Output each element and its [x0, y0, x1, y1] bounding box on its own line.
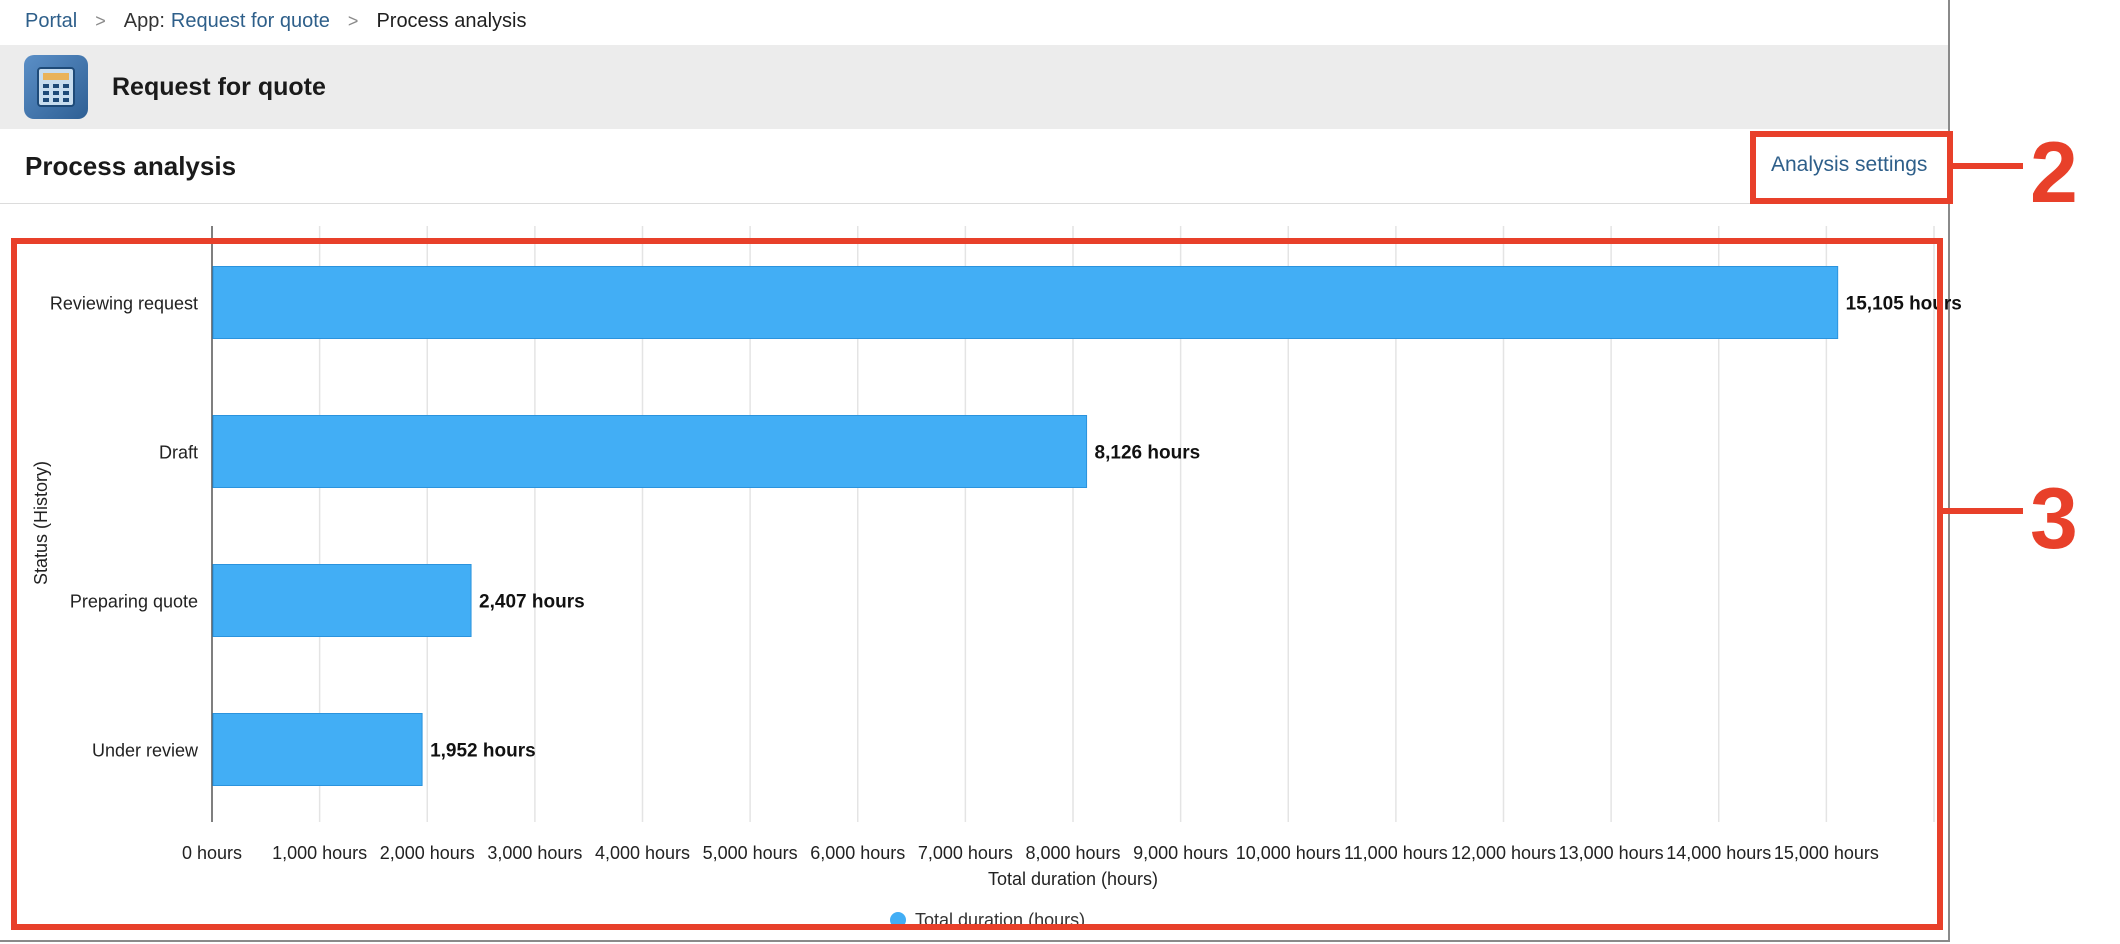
- breadcrumb: Portal > App: Request for quote > Proces…: [25, 0, 527, 42]
- callout-line-settings: [1953, 163, 2023, 169]
- bar[interactable]: [212, 415, 1088, 488]
- bar-value-label: 1,952 hours: [430, 741, 536, 762]
- x-tick-label: 7,000 hours: [918, 843, 1013, 863]
- calculator-icon: [24, 55, 88, 119]
- callout-number-settings: 2: [2030, 125, 2078, 221]
- x-tick-label: 12,000 hours: [1451, 843, 1556, 863]
- callout-number-chart: 3: [2030, 471, 2078, 567]
- x-tick-label: 14,000 hours: [1666, 843, 1771, 863]
- bar[interactable]: [212, 266, 1839, 339]
- breadcrumb-portal-link[interactable]: Portal: [25, 9, 78, 32]
- x-tick-label: 5,000 hours: [703, 843, 798, 863]
- bar-value-label: 8,126 hours: [1095, 443, 1201, 464]
- x-tick-label: 3,000 hours: [487, 843, 582, 863]
- bar-value-label: 15,105 hours: [1846, 294, 1962, 315]
- bar-value-label: 2,407 hours: [479, 592, 585, 613]
- bar[interactable]: [212, 713, 423, 786]
- x-tick-label: 0 hours: [182, 843, 242, 863]
- bars: [212, 266, 1839, 786]
- x-tick-label: 8,000 hours: [1025, 843, 1120, 863]
- x-tick-label: 11,000 hours: [1344, 843, 1448, 863]
- x-tick-label: 9,000 hours: [1133, 843, 1228, 863]
- category-label: Reviewing request: [50, 294, 198, 314]
- x-tick-labels: 0 hours 1,000 hours 2,000 hours 3,000 hours…: [182, 843, 1879, 863]
- breadcrumb-current: Process analysis: [376, 9, 527, 32]
- breadcrumb-app-link[interactable]: Request for quote: [170, 9, 330, 32]
- page-title: Process analysis: [25, 151, 237, 181]
- x-tick-label: 10,000 hours: [1236, 843, 1341, 863]
- callout-box-chart: [11, 238, 1943, 930]
- bar[interactable]: [212, 564, 472, 637]
- category-labels: Reviewing request Draft Preparing quote Und…: [50, 294, 199, 761]
- callout-line-chart: [1943, 508, 2023, 514]
- x-tick-label: 1,000 hours: [272, 843, 367, 863]
- x-tick-label: 13,000 hours: [1559, 843, 1664, 863]
- analysis-settings-link[interactable]: Analysis settings: [1771, 153, 1928, 176]
- category-label: Draft: [159, 443, 198, 463]
- x-tick-label: 2,000 hours: [380, 843, 475, 863]
- x-tick-label: 4,000 hours: [595, 843, 690, 863]
- breadcrumb-separator: >: [347, 10, 359, 31]
- x-tick-label: 15,000 hours: [1774, 843, 1879, 863]
- callout-box-settings: [1750, 131, 1953, 204]
- category-label: Under review: [92, 741, 199, 761]
- x-tick-label: 6,000 hours: [810, 843, 905, 863]
- category-label: Preparing quote: [70, 592, 198, 612]
- app-title: Request for quote: [112, 72, 326, 101]
- x-axis-title: Total duration (hours): [988, 869, 1158, 889]
- y-axis-title: Status (History): [31, 461, 51, 585]
- breadcrumb-separator: >: [95, 10, 106, 31]
- app-header: Request for quote: [0, 45, 1948, 129]
- section-header: Process analysis Analysis settings: [0, 129, 1948, 204]
- breadcrumb-app-prefix: App:: [123, 9, 165, 32]
- value-labels: 15,105 hours 8,126 hours 2,407 hours 1,952 …: [430, 294, 1962, 762]
